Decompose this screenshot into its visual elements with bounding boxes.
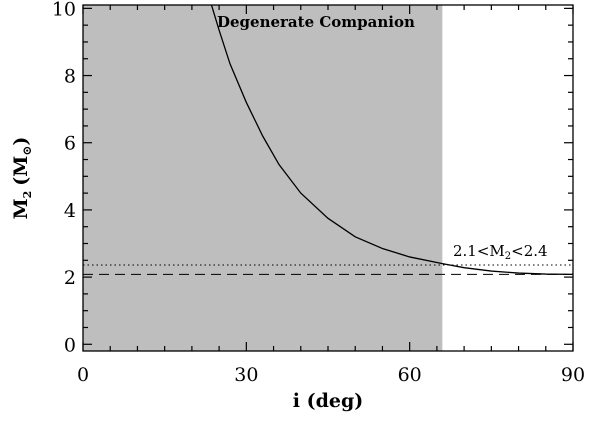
annotation-suffix: <2.4 (511, 242, 547, 260)
y-tick-label: 8 (64, 66, 76, 88)
y-axis-title-unit-close: ) (10, 137, 32, 146)
y-tick-label: 10 (52, 0, 76, 20)
mass-curve (210, 5, 573, 276)
y-tick-label: 0 (64, 334, 76, 356)
x-tick-label: 30 (234, 364, 258, 386)
region-label: Degenerate Companion (217, 13, 415, 31)
y-tick-label: 4 (64, 200, 76, 222)
annotation-subscript: 2 (505, 251, 511, 262)
x-tick-label: 90 (561, 364, 585, 386)
annotation-prefix: 2.1<M (453, 242, 505, 260)
y-axis-title-subscript: 2 (21, 191, 34, 199)
y-axis-title: M2 (M⊙) (10, 137, 34, 220)
degenerate-region-shading (83, 5, 443, 351)
x-axis-title: i (deg) (293, 390, 363, 412)
y-axis-title-unit-open: (M (10, 156, 32, 186)
y-tick-label: 2 (64, 267, 76, 289)
y-tick-label: 6 (64, 133, 76, 155)
mass-range-annotation: 2.1<M2<2.4 (453, 242, 548, 262)
y-axis-title-sun-symbol: ⊙ (20, 146, 34, 156)
y-axis-title-main: M (10, 198, 32, 219)
x-tick-label: 0 (77, 364, 89, 386)
x-tick-label: 60 (398, 364, 422, 386)
